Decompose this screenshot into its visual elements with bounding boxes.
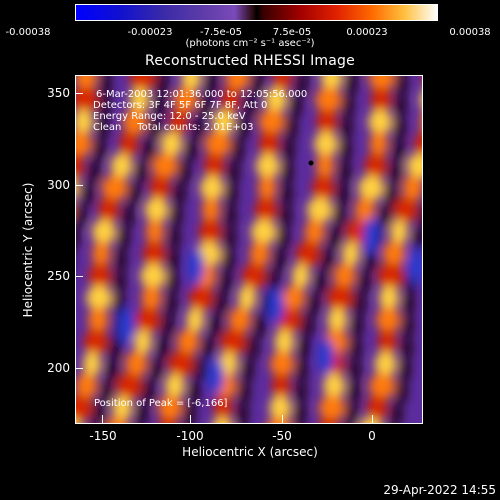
image-heatmap	[76, 76, 422, 423]
colorbar-tick: -0.00023	[127, 27, 173, 38]
image-title: Reconstructed RHESSI Image	[145, 53, 355, 69]
annotation-clean: Clean Total counts: 2.01E+03	[93, 122, 254, 133]
annotation-peak: Position of Peak = [-6,166]	[94, 398, 228, 409]
x-tick-label: 0	[368, 429, 376, 443]
x-tick-label: -100	[176, 429, 204, 443]
annotation-detectors: Detectors: 3F 4F 5F 6F 7F 8F, Att 0	[93, 100, 268, 111]
y-tick-label: 200	[47, 361, 70, 375]
y-tick-mark	[75, 93, 83, 94]
colorbar-tick: 7.5e-05	[272, 27, 312, 38]
colorbar-tick: 0.00038	[449, 27, 491, 38]
x-tick-mark	[372, 415, 373, 423]
y-axis-label: Heliocentric Y (arcsec)	[21, 182, 35, 318]
x-tick-label: -50	[272, 429, 292, 443]
rhessi-image: 6-Mar-2003 12:01:36.000 to 12:05:56.000 …	[75, 75, 423, 424]
colorbar-tick: -0.00038	[5, 27, 51, 38]
footer-date: 29-Apr-2022 14:55	[383, 483, 496, 497]
annotation-energy: Energy Range: 12.0 - 25.0 keV	[93, 111, 246, 122]
colorbar-units: (photons cm⁻² s⁻¹ asec⁻²)	[185, 38, 315, 49]
y-tick-mark	[75, 276, 83, 277]
y-tick-mark	[75, 185, 83, 186]
annotation-time: 6-Mar-2003 12:01:36.000 to 12:05:56.000	[96, 89, 308, 100]
x-tick-mark	[102, 415, 103, 423]
colorbar	[75, 4, 438, 21]
y-tick-label: 350	[47, 86, 70, 100]
peak-marker	[308, 160, 314, 166]
x-tick-mark	[190, 415, 191, 423]
y-tick-label: 250	[47, 269, 70, 283]
colorbar-tick: 0.00023	[346, 27, 388, 38]
x-axis-label: Heliocentric X (arcsec)	[182, 445, 318, 459]
colorbar-tick: -7.5e-05	[200, 27, 242, 38]
x-tick-label: -150	[89, 429, 117, 443]
x-tick-mark	[282, 415, 283, 423]
y-tick-mark	[75, 368, 83, 369]
y-tick-label: 300	[47, 178, 70, 192]
